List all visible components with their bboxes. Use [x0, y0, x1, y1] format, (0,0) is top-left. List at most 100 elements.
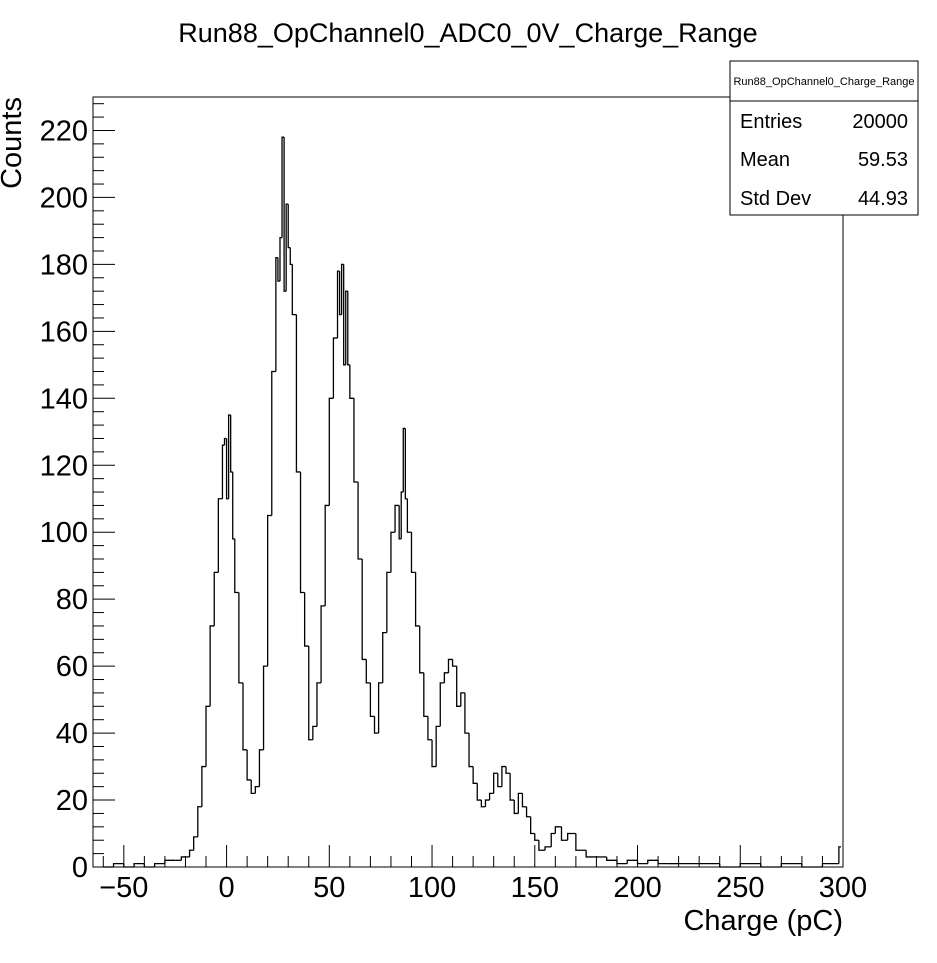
histogram-bin	[493, 772, 498, 794]
histogram-bin	[460, 692, 465, 707]
histogram-bin	[238, 592, 243, 684]
histogram-bin	[373, 716, 379, 734]
histogram-bin	[636, 860, 648, 865]
histogram-bin	[560, 826, 568, 841]
histogram-bin	[209, 625, 215, 707]
histogram-bin	[464, 692, 470, 734]
histogram-bin	[525, 806, 531, 818]
y-tick-label: 100	[40, 517, 88, 549]
stats-mean-value: 59.53	[858, 149, 908, 171]
histogram-bin	[414, 572, 420, 627]
histogram-bin	[402, 427, 406, 493]
histogram-bin	[287, 204, 291, 249]
histogram-bin	[484, 799, 490, 807]
histogram-bin	[340, 263, 344, 315]
histogram-bin	[821, 863, 839, 867]
histogram-bin	[554, 826, 562, 834]
y-tick-label: 140	[40, 383, 88, 415]
histogram-bin	[390, 531, 396, 573]
histogram-bin	[530, 816, 535, 835]
histogram-bin	[225, 438, 229, 500]
histogram-bin	[575, 833, 587, 851]
x-tick-label: 50	[313, 872, 345, 904]
histogram-bin	[277, 257, 280, 282]
histogram-bin	[201, 765, 207, 807]
y-tick-label: 40	[56, 718, 88, 750]
histogram-bin	[275, 257, 278, 372]
histogram-bin	[517, 792, 523, 814]
histogram-bin	[501, 765, 507, 787]
histogram-bin	[394, 504, 400, 533]
histogram-bin	[197, 806, 202, 837]
histogram-bin	[267, 514, 272, 667]
histogram-bin	[164, 859, 176, 864]
histogram-bin	[739, 863, 761, 867]
histogram-bin	[193, 836, 198, 851]
histogram-bin	[361, 559, 367, 661]
histogram-bin	[838, 846, 841, 864]
histogram-bin	[419, 625, 424, 674]
histogram-bin	[423, 672, 428, 717]
histogram-bin	[616, 860, 628, 865]
histogram-bin	[801, 863, 823, 868]
histogram-bin	[431, 739, 437, 768]
histogram-bin	[585, 850, 597, 858]
y-tick-label: 160	[40, 316, 88, 348]
histogram-bin	[217, 498, 223, 573]
histogram-bin	[406, 498, 412, 533]
histogram-bin	[328, 397, 334, 506]
histogram-bin	[347, 291, 350, 366]
y-tick-label: 20	[56, 785, 88, 817]
histogram-bin	[324, 504, 330, 606]
y-tick-label: 120	[40, 450, 88, 482]
x-tick-label: 200	[613, 872, 661, 904]
stats-stddev-value: 44.93	[858, 188, 908, 210]
histogram-bin	[258, 749, 264, 787]
histogram-bin	[521, 793, 527, 808]
y-axis-ticks: 0 20 40 60 80 100 120 140 160 180 200 220	[40, 103, 115, 884]
histogram-bin	[657, 860, 669, 865]
histogram-bin	[312, 725, 317, 740]
histogram-bin	[281, 136, 285, 238]
histogram-bin	[279, 236, 283, 282]
stats-stddev-label: Std Dev	[740, 188, 811, 210]
histogram-bin	[550, 832, 556, 847]
x-tick-label: 100	[408, 872, 456, 904]
histogram-bin	[303, 592, 309, 647]
x-tick-label: 300	[819, 872, 867, 904]
histogram-bin	[538, 840, 546, 851]
histogram-bars	[103, 136, 841, 868]
histogram-bin	[343, 264, 346, 366]
plot-frame	[92, 96, 844, 868]
histogram-bin	[153, 863, 165, 867]
histogram-bin	[227, 414, 231, 499]
histogram-bin	[468, 733, 474, 768]
y-tick-label: 80	[56, 584, 88, 616]
y-tick-label: 200	[40, 182, 88, 214]
histogram-bin	[338, 271, 342, 316]
histogram-bin	[647, 859, 659, 864]
histogram-bin	[544, 846, 552, 851]
histogram-bin	[382, 632, 387, 683]
histogram-bin	[447, 658, 453, 673]
histogram-bin	[369, 682, 375, 717]
stats-entries-value: 20000	[852, 111, 908, 133]
histogram-bin	[398, 505, 402, 540]
histogram-bin	[299, 471, 305, 594]
histogram-bin	[232, 471, 235, 540]
histogram-bin	[254, 786, 260, 794]
histogram-bin	[345, 290, 348, 365]
histogram-bin	[289, 247, 293, 266]
histogram-bin	[439, 682, 445, 727]
histogram-bin	[451, 659, 457, 667]
x-axis-ticks: −50 0 50 100 150 200 250 300	[99, 845, 867, 904]
y-tick-label: 220	[40, 115, 88, 147]
histogram-bin	[188, 849, 194, 857]
histogram-bin	[285, 203, 289, 292]
histogram-bin	[291, 264, 297, 316]
histogram-bin	[283, 137, 287, 292]
histogram-bin	[234, 538, 239, 594]
histogram-bin	[606, 856, 617, 861]
x-tick-label: 0	[218, 872, 234, 904]
